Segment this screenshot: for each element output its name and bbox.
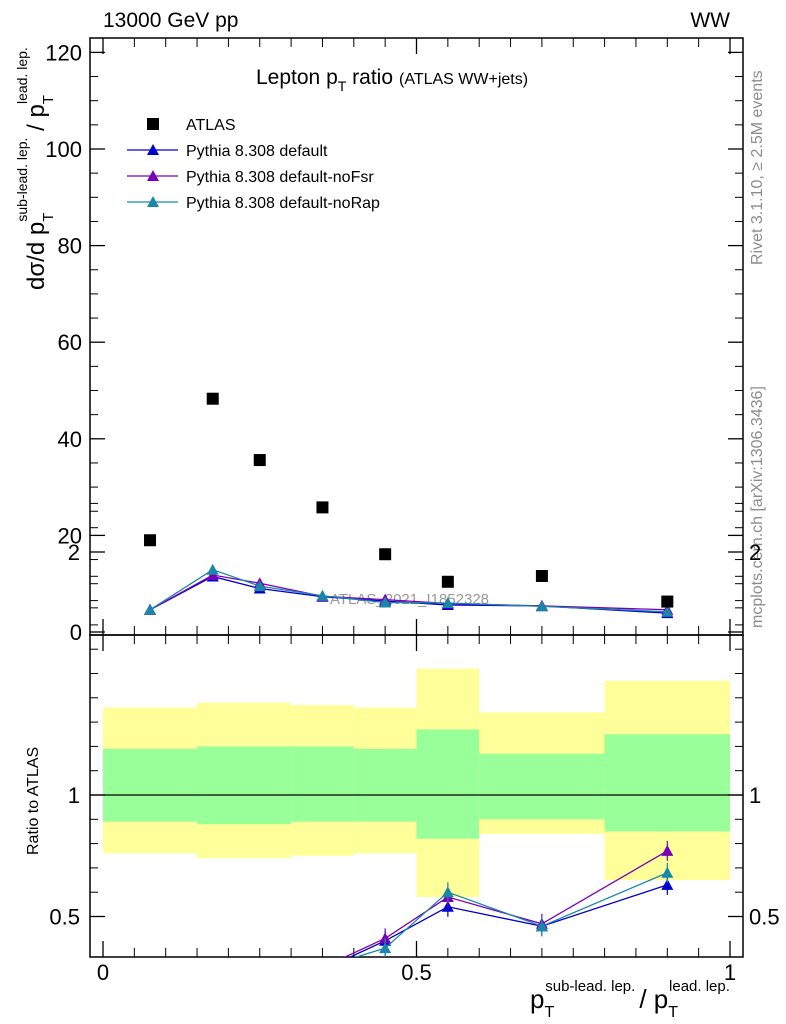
rivet-version-label: Rivet 3.1.10, ≥ 2.5M events xyxy=(749,70,766,265)
xlabel-sup2: lead. lep. xyxy=(669,978,730,995)
ratio-series-line xyxy=(348,884,668,957)
ratio-band-inner xyxy=(416,729,480,839)
ratio-tick-label: 1 xyxy=(68,783,80,808)
series-line xyxy=(149,568,668,613)
series-point xyxy=(441,597,454,609)
ratio-tick-label-right: 1 xyxy=(749,783,761,808)
ratio-band-inner xyxy=(604,734,730,832)
legend-series-label: Pythia 8.308 default xyxy=(186,143,328,160)
xlabel-sub2: T xyxy=(668,1004,678,1021)
ratio-series-point xyxy=(661,866,674,878)
series-point xyxy=(316,589,329,601)
data-point xyxy=(144,534,157,547)
legend-series-label: Pythia 8.308 default-noRap xyxy=(186,195,380,212)
legend-series-marker xyxy=(147,144,159,155)
series-point xyxy=(535,600,548,612)
legend-series-marker xyxy=(147,170,159,181)
ratio-band-inner xyxy=(353,748,417,822)
data-point xyxy=(206,392,219,405)
xlabel-p1: p xyxy=(530,984,544,1014)
y-tick-label: 120 xyxy=(45,40,82,65)
ylabel-mid: / p xyxy=(23,104,50,137)
x-tick-label: 0.5 xyxy=(401,960,432,985)
ratio-tick-label-right: 2 xyxy=(749,540,761,565)
ratio-series-line xyxy=(343,850,668,957)
chart-marks xyxy=(144,392,674,957)
series-point xyxy=(661,605,674,617)
title-rest: ratio xyxy=(346,66,393,89)
energy-label: 13000 GeV pp xyxy=(103,9,238,32)
xlabel-sup1: sub-lead. lep. xyxy=(545,978,635,995)
ylabel-sup2: lead. lep. xyxy=(14,47,30,104)
legend-data-marker xyxy=(147,118,159,130)
x-tick-label: 0 xyxy=(97,960,109,985)
mcplots-label: mcplots.cern.ch [arXiv:1306.3436] xyxy=(749,386,766,628)
series-point xyxy=(144,603,157,615)
y-tick-label: 100 xyxy=(45,137,82,162)
ratio-series-point xyxy=(661,844,674,856)
data-point xyxy=(253,454,266,467)
ratio-series-point xyxy=(661,878,674,890)
ratio-tick-label-right: 0.5 xyxy=(749,905,780,930)
ratio-series-point xyxy=(535,920,548,932)
ratio-y-axis-label: Ratio to ATLAS xyxy=(25,747,42,855)
ratio-series-point xyxy=(379,942,392,954)
legend-series-marker xyxy=(147,196,159,207)
x-axis-label: pTsub-lead. lep. / pTlead. lep. xyxy=(530,978,730,1021)
ratio-series-point xyxy=(379,932,392,944)
series-point xyxy=(379,596,392,608)
y-tick-label: 80 xyxy=(58,234,82,259)
data-point xyxy=(379,548,392,561)
title-subscript: T xyxy=(338,78,347,94)
ylabel-main: dσ/d p xyxy=(23,222,50,290)
title-note: (ATLAS WW+jets) xyxy=(399,71,528,88)
ratio-tick-label: 0.5 xyxy=(49,905,80,930)
data-point xyxy=(661,595,674,608)
series-point xyxy=(253,580,266,592)
ratio-series-line xyxy=(354,872,668,957)
ratio-series xyxy=(343,840,674,957)
legend-series-label: Pythia 8.308 default-noFsr xyxy=(186,169,374,186)
data-point xyxy=(441,575,454,588)
y-tick-label: 40 xyxy=(58,427,82,452)
ratio-band-inner xyxy=(291,746,354,822)
ratio-band-inner xyxy=(103,748,198,822)
legend-data-label: ATLAS xyxy=(186,117,236,134)
y-tick-label: 60 xyxy=(58,330,82,355)
ratio-tick-label: 2 xyxy=(68,540,80,565)
ratio-band-inner xyxy=(197,746,292,825)
data-point xyxy=(316,501,329,514)
x-tick-label: 1 xyxy=(724,960,736,985)
series-point xyxy=(206,563,219,575)
ratio-band-inner xyxy=(479,753,605,820)
ylabel-sub: T xyxy=(40,213,57,222)
data-point xyxy=(535,569,548,582)
xlabel-sub1: T xyxy=(544,1004,554,1021)
ratio-series-point xyxy=(441,886,454,898)
y-tick-label: 0 xyxy=(70,620,82,645)
ylabel-sup: sub-lead. lep. xyxy=(14,138,30,222)
legend: ATLAS Pythia 8.308 default Pythia 8.308 de… xyxy=(127,117,380,212)
process-label: WW xyxy=(690,9,730,32)
plot-title: Lepton pT ratio (ATLAS WW+jets) xyxy=(256,66,528,94)
title-main: Lepton p xyxy=(256,66,338,89)
xlabel-mid: / p xyxy=(639,984,668,1014)
ylabel-sub2: T xyxy=(40,95,57,104)
y-axis-label: dσ/d pTsub-lead. lep. / pTlead. lep. xyxy=(14,47,57,290)
ratio-uncertainty-bands xyxy=(90,668,743,898)
y-tick-label: 20 xyxy=(58,523,82,548)
